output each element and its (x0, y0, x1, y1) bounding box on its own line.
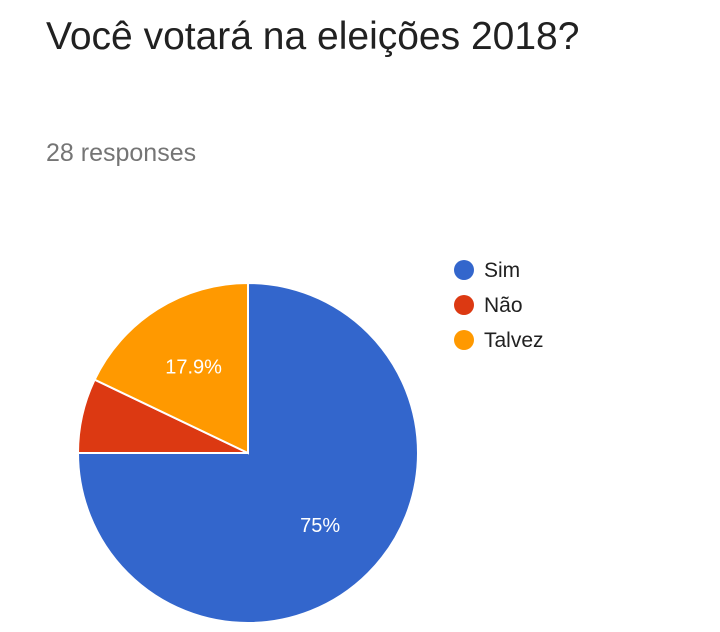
question-title: Você votará na eleições 2018? (46, 15, 580, 58)
slice-label-talvez: 17.9% (165, 357, 222, 379)
pie-slice-sim (76, 281, 419, 624)
legend-label-não: Não (484, 294, 523, 317)
chart-legend: Sim Não Talvez (454, 259, 544, 352)
legend-label-talvez: Talvez (484, 329, 544, 352)
legend-label-sim: Sim (484, 259, 520, 282)
legend-swatch-talvez (454, 330, 474, 350)
pie-slice-talvez (93, 281, 249, 455)
pie-slices (76, 281, 419, 624)
responses-count: 28 responses (46, 139, 197, 167)
pie-slice-labels: 75% 17.9% (165, 357, 340, 537)
slice-label-sim: 75% (300, 515, 340, 537)
legend-swatch-não (454, 295, 474, 315)
legend-swatch-sim (454, 260, 474, 280)
